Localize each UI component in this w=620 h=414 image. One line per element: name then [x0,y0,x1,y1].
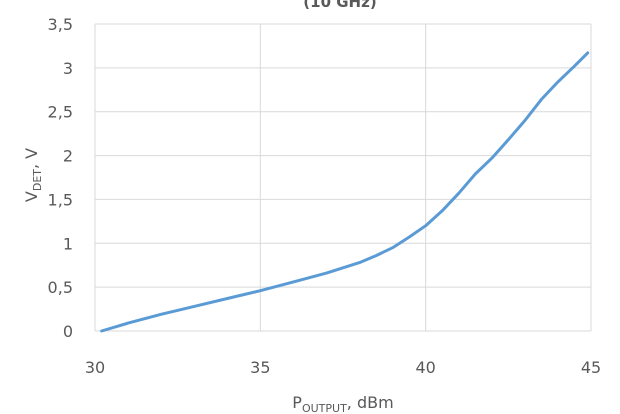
y-tick-label: 0 [63,322,73,341]
x-axis-label: POUTPUT, dBm [292,393,393,414]
y-tick-label: 1,5 [48,190,73,209]
x-tick-label: 45 [581,358,601,377]
y-tick-label: 3,5 [48,15,73,34]
y-tick-label: 0,5 [48,278,73,297]
tick-labels: 0 0,5 1 1,5 2 2,5 3 3,5 30 35 40 45 [48,15,602,377]
y-tick-label: 2,5 [48,103,73,122]
x-tick-label: 35 [250,358,270,377]
x-tick-label: 30 [85,358,105,377]
grid [94,23,592,332]
series-line [100,51,590,333]
x-tick-label: 40 [415,358,435,377]
y-tick-label: 1 [63,234,73,253]
chart-title: (10 GHz) [303,0,376,11]
y-tick-label: 3 [63,59,73,78]
y-tick-label: 2 [63,147,73,166]
series [100,51,590,333]
y-axis-label: VDET, V [22,148,44,202]
